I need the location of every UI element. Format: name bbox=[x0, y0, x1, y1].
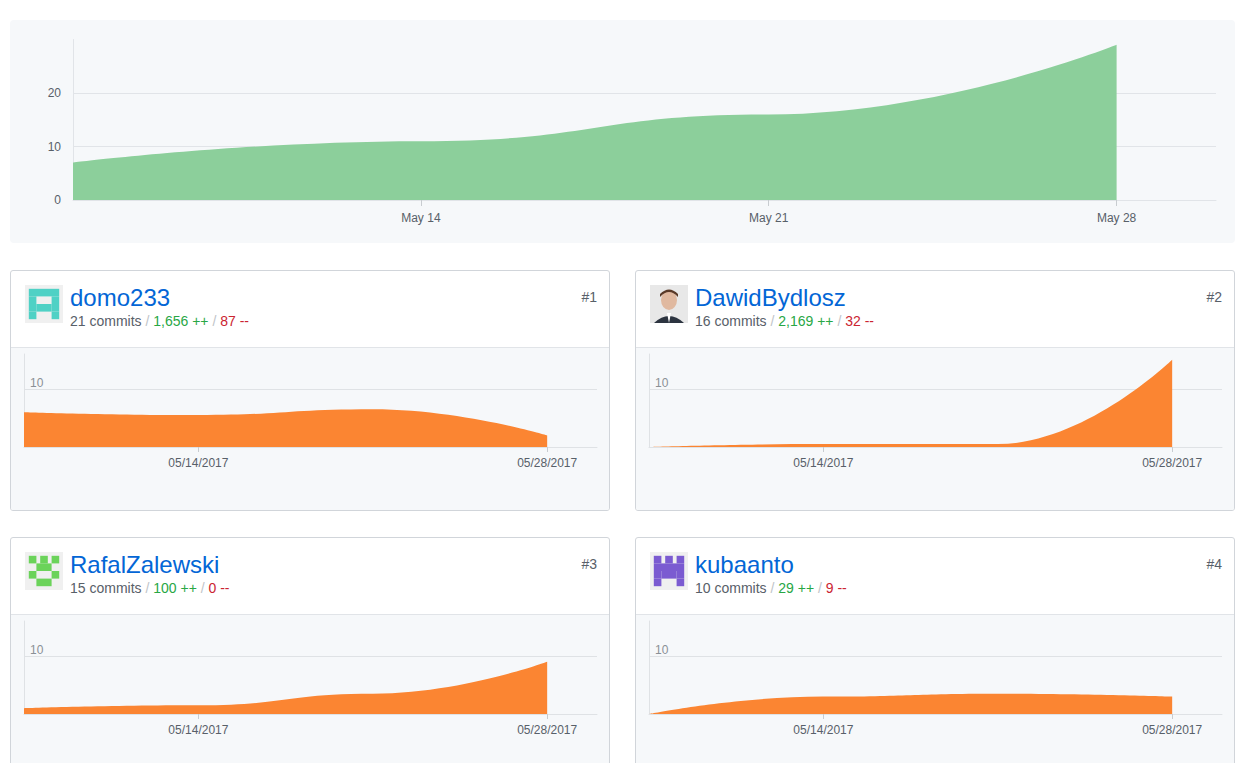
svg-text:05/14/2017: 05/14/2017 bbox=[168, 456, 228, 470]
svg-text:05/14/2017: 05/14/2017 bbox=[793, 456, 853, 470]
html-text:DawidBydlosz: DawidBydlosz bbox=[695, 284, 846, 311]
svg-text:10: 10 bbox=[48, 140, 62, 154]
svg-text:0: 0 bbox=[54, 193, 61, 207]
svg-text:10: 10 bbox=[655, 643, 669, 657]
svg-text:10: 10 bbox=[655, 376, 669, 390]
html-text:RafalZalewski: RafalZalewski bbox=[70, 551, 220, 578]
svg-text:05/28/2017: 05/28/2017 bbox=[517, 456, 577, 470]
svg-text:05/14/2017: 05/14/2017 bbox=[793, 723, 853, 737]
html-text:#2: #2 bbox=[1206, 289, 1222, 305]
html-text:21 commits / 1,656 ++ / 87 --: 21 commits / 1,656 ++ / 87 -- bbox=[70, 313, 249, 329]
svg-text:05/14/2017: 05/14/2017 bbox=[168, 723, 228, 737]
html-text:10 commits / 29 ++ / 9 --: 10 commits / 29 ++ / 9 -- bbox=[695, 580, 847, 596]
svg-text:May 21: May 21 bbox=[749, 211, 789, 225]
svg-text:20: 20 bbox=[48, 86, 62, 100]
svg-text:05/28/2017: 05/28/2017 bbox=[517, 723, 577, 737]
svg-text:May 14: May 14 bbox=[401, 211, 441, 225]
html-text:#4: #4 bbox=[1206, 556, 1222, 572]
html-text:15 commits / 100 ++ / 0 --: 15 commits / 100 ++ / 0 -- bbox=[70, 580, 230, 596]
svg-text:05/28/2017: 05/28/2017 bbox=[1142, 456, 1202, 470]
html-text:domo233: domo233 bbox=[70, 284, 171, 311]
svg-text:10: 10 bbox=[30, 376, 44, 390]
html-text:kubaanto: kubaanto bbox=[695, 551, 794, 578]
html-text:16 commits / 2,169 ++ / 32 --: 16 commits / 2,169 ++ / 32 -- bbox=[695, 313, 874, 329]
svg-text:05/28/2017: 05/28/2017 bbox=[1142, 723, 1202, 737]
html-text:#3: #3 bbox=[581, 556, 597, 572]
html-text:#1: #1 bbox=[581, 289, 597, 305]
svg-text:May 28: May 28 bbox=[1097, 211, 1137, 225]
svg-text:10: 10 bbox=[30, 643, 44, 657]
